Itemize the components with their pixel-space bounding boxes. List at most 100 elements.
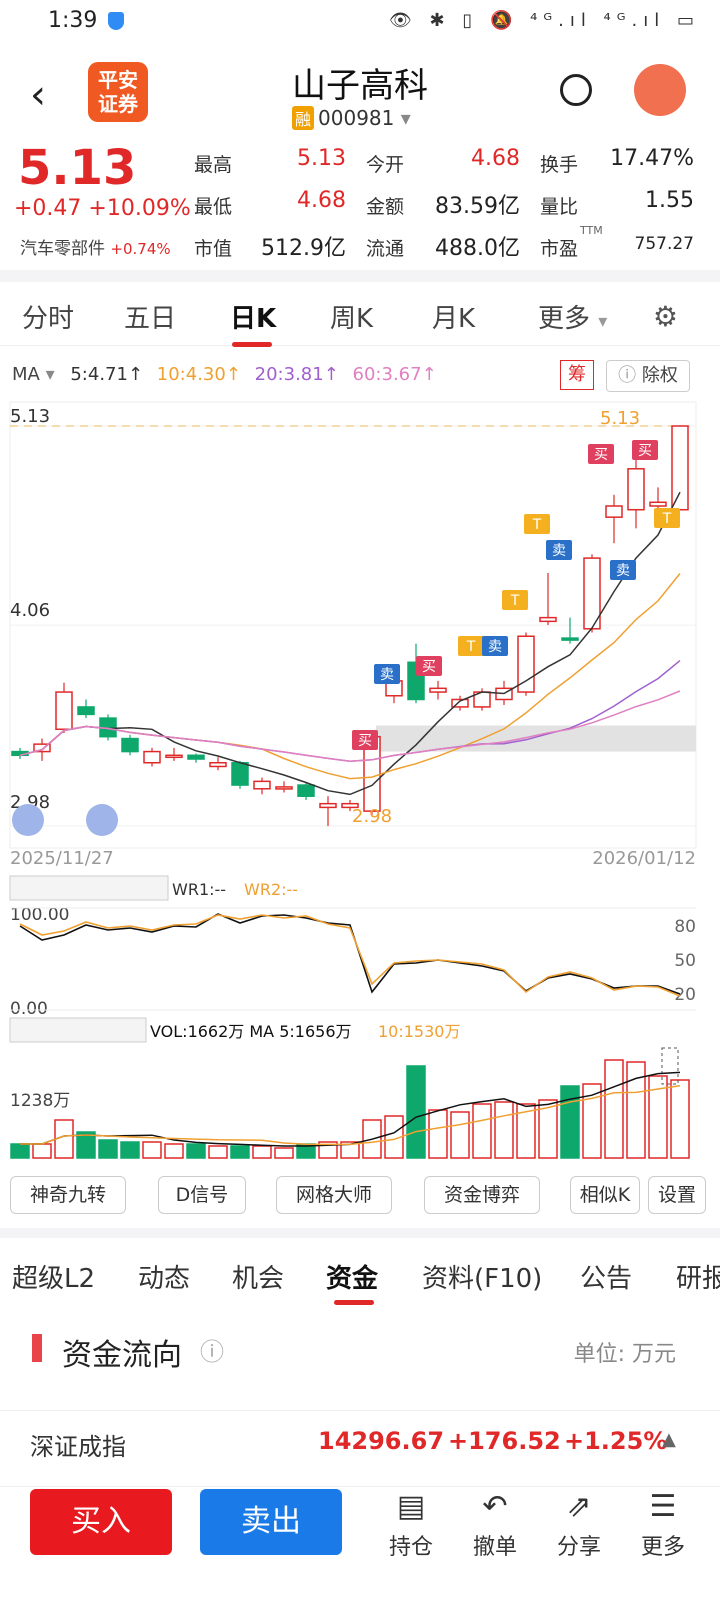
t-signal-text: T — [662, 511, 672, 527]
tab-f10[interactable]: 资料(F10) — [422, 1264, 543, 1294]
tab-research[interactable]: 研报 — [676, 1264, 720, 1294]
buy-button[interactable]: 买入 — [30, 1489, 172, 1555]
candle-body — [451, 698, 469, 708]
cancel-order-button[interactable]: ↶ 撤单 — [460, 1489, 530, 1561]
tab-intraday[interactable]: 分时 — [22, 304, 75, 334]
buy-signal — [416, 656, 442, 676]
active-tab-indicator — [232, 342, 272, 347]
volume-bar — [406, 1065, 426, 1159]
wr-level-80: 80 — [674, 917, 696, 937]
t-signal — [458, 636, 484, 656]
volume-bar — [428, 1109, 448, 1159]
quote-value: 512.9亿 — [261, 236, 346, 261]
tab-l2[interactable]: 超级L2 — [12, 1264, 96, 1294]
wr-axis-bottom: 0.00 — [10, 999, 48, 1019]
tab-day-k[interactable]: 日K — [230, 304, 277, 334]
volume-bar — [32, 1143, 52, 1159]
info-icon: ⓘ — [618, 365, 637, 386]
chip-button[interactable]: 筹 — [560, 360, 594, 390]
section-marker — [32, 1334, 42, 1362]
quote-label: 换手 — [540, 154, 579, 176]
index-ticker[interactable]: 深证成指 14296.67 +176.52 +1.25% ▲ — [0, 1410, 720, 1480]
adjust-button[interactable]: ⓘ 除权 — [606, 360, 690, 392]
tab-announcement[interactable]: 公告 — [580, 1264, 633, 1294]
candle-body — [429, 687, 447, 693]
holdings-icon: ▤ — [396, 1489, 426, 1524]
holdings-button[interactable]: ▤ 持仓 — [376, 1489, 446, 1561]
quote-label: 今开 — [366, 154, 405, 176]
sell-signal-text: 卖 — [616, 563, 630, 579]
tab-5day[interactable]: 五日 — [124, 304, 177, 334]
buy-signal-text: 买 — [358, 733, 372, 749]
gear-icon[interactable]: ⚙ — [652, 300, 678, 333]
stock-code[interactable]: 融 000981 ▾ — [292, 106, 411, 130]
max-price-marker: 5.13 — [600, 408, 640, 429]
more-button[interactable]: ☰ 更多 — [628, 1489, 698, 1561]
candle-body — [275, 786, 293, 790]
share-button[interactable]: ⇗ 分享 — [544, 1489, 614, 1561]
info-icon[interactable]: ⓘ — [200, 1338, 224, 1366]
candle-body — [539, 616, 557, 623]
price-axis-high: 5.13 — [10, 406, 50, 427]
buy-signal — [352, 730, 378, 750]
candle-body — [561, 637, 579, 641]
sell-signal-text: 卖 — [552, 543, 566, 559]
tool-nine-turn[interactable]: 神奇九转 — [10, 1176, 126, 1214]
unit-label: 单位: 万元 — [573, 1342, 676, 1367]
support-band — [376, 725, 696, 752]
tab-more[interactable]: 更多 ▾ — [538, 304, 608, 334]
volume-bar — [494, 1101, 514, 1159]
vol-ma-line — [20, 1085, 681, 1146]
wr-axis-top: 100.00 — [10, 905, 69, 925]
volume-bar — [164, 1143, 184, 1159]
bottom-action-bar: 买入 卖出 ▤ 持仓 ↶ 撤单 ⇗ 分享 ☰ 更多 — [0, 1486, 720, 1600]
tool-similar-k[interactable]: 相似K — [570, 1176, 640, 1214]
tab-month-k[interactable]: 月K — [432, 304, 476, 334]
section-title: 资金流向 — [62, 1338, 182, 1373]
menu-icon: ☰ — [649, 1489, 677, 1524]
search-icon[interactable] — [560, 74, 592, 106]
volume-bar — [76, 1131, 96, 1159]
wr-level-20: 20 — [674, 985, 696, 1005]
t-signal-text: T — [466, 639, 476, 655]
tool-d-signal[interactable]: D信号 — [158, 1176, 246, 1214]
tool-grid-master[interactable]: 网格大师 — [276, 1176, 392, 1214]
volume-bar — [208, 1145, 228, 1159]
chevron-up-icon: ▲ — [662, 1429, 676, 1450]
quote-value: 17.47% — [610, 146, 694, 171]
candle-body — [297, 784, 315, 797]
sector-label[interactable]: 汽车零部件 +0.74% — [20, 239, 171, 259]
volume-bar — [626, 1061, 646, 1159]
wr-line — [19, 914, 681, 997]
volume-bar — [98, 1139, 118, 1159]
candle-body — [253, 780, 271, 790]
date-start: 2025/11/27 — [10, 848, 114, 869]
tab-fund[interactable]: 资金 — [326, 1264, 379, 1294]
forecast-bar — [661, 1047, 679, 1085]
tool-settings[interactable]: 设置 — [648, 1176, 706, 1214]
share-icon: ⇗ — [566, 1489, 592, 1524]
info-tabs: 超级L2 动态 机会 资金 资料(F10) 公告 研报 — [0, 1248, 720, 1308]
status-time: 1:39 — [48, 8, 98, 33]
broker-logo[interactable]: 平安 证券 — [88, 62, 148, 122]
vol-ma10: 10:1530万 — [378, 1022, 460, 1041]
tab-opportunity[interactable]: 机会 — [232, 1264, 285, 1294]
ma-legend[interactable]: MA ▾ 5:4.71↑ 10:4.30↑ 20:3.81↑ 60:3.67↑ — [12, 364, 437, 385]
quote-value: 5.13 — [297, 146, 346, 171]
tab-week-k[interactable]: 周K — [330, 304, 374, 334]
price-change: +0.47 +10.09% — [14, 196, 191, 221]
tool-fund-game[interactable]: 资金博弈 — [424, 1176, 540, 1214]
back-icon[interactable]: ‹ — [30, 72, 46, 118]
sell-button[interactable]: 卖出 — [200, 1489, 342, 1555]
quote-value: 4.68 — [297, 188, 346, 213]
buy-signal — [632, 440, 658, 460]
t-signal — [502, 590, 528, 610]
wr-line — [19, 913, 681, 995]
assistant-avatar[interactable] — [634, 64, 686, 116]
sell-signal-text: 卖 — [380, 667, 394, 683]
candle-body — [627, 468, 645, 511]
tab-dynamic[interactable]: 动态 — [138, 1264, 191, 1294]
volume-bar — [340, 1141, 360, 1159]
sell-signal-text: 卖 — [488, 639, 502, 655]
